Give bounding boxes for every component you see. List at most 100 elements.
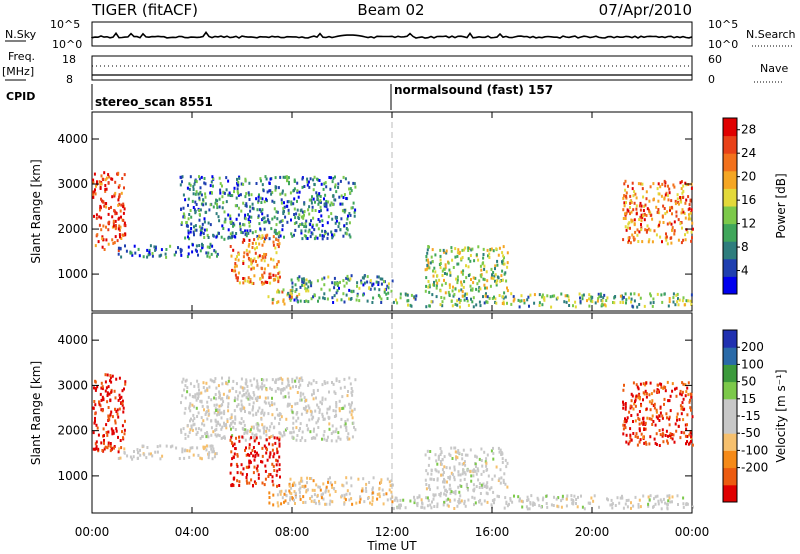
- echo-cell: [193, 182, 196, 186]
- echo-cell: [436, 486, 439, 490]
- echo-cell: [645, 392, 648, 396]
- echo-cell: [674, 202, 677, 206]
- echo-cell: [443, 492, 446, 496]
- echo-cell: [198, 212, 201, 216]
- echo-cell: [198, 244, 201, 247]
- echo-cell: [202, 381, 205, 385]
- echo-cell: [679, 198, 682, 202]
- echo-cell: [652, 297, 655, 301]
- echo-cell: [311, 417, 314, 421]
- echo-cell: [449, 454, 452, 457]
- echo-cell: [321, 415, 324, 418]
- echo-cell: [357, 477, 360, 481]
- echo-cell: [682, 502, 685, 506]
- echo-cell: [181, 394, 184, 398]
- echo-cell: [652, 301, 655, 304]
- echo-cell: [103, 248, 106, 251]
- echo-cell: [521, 505, 524, 509]
- echo-cell: [187, 203, 189, 207]
- echo-cell: [551, 294, 554, 298]
- echo-cell: [293, 498, 295, 502]
- echo-cell: [427, 264, 430, 268]
- echo-cell: [274, 274, 277, 278]
- echo-cell: [328, 502, 331, 506]
- echo-cell: [308, 185, 311, 189]
- echo-cell: [519, 497, 521, 501]
- echo-cell: [470, 278, 472, 281]
- echo-cell: [503, 272, 506, 276]
- nsky-trace: [91, 31, 693, 39]
- echo-cell: [495, 247, 498, 251]
- echo-cell: [141, 444, 144, 448]
- echo-cell: [205, 410, 208, 414]
- echo-cell: [453, 498, 456, 502]
- colorbar-swatch: [723, 416, 737, 434]
- echo-cell: [285, 385, 288, 389]
- echo-cell: [648, 210, 651, 214]
- echo-cell: [482, 247, 485, 251]
- echo-cell: [321, 224, 324, 227]
- echo-cell: [473, 487, 476, 491]
- echo-cell: [565, 497, 568, 501]
- echo-cell: [208, 246, 211, 249]
- echo-cell: [644, 228, 647, 232]
- echo-cell: [195, 244, 198, 248]
- echo-cell: [121, 403, 124, 407]
- echo-cell: [293, 298, 296, 302]
- echo-cell: [684, 216, 687, 220]
- echo-cell: [231, 231, 234, 235]
- echo-cell: [289, 191, 292, 195]
- echo-cell: [263, 281, 266, 285]
- colorbar-tick-label: 12: [741, 217, 756, 231]
- echo-cell: [229, 217, 232, 221]
- echo-cell: [642, 209, 645, 212]
- echo-cell: [227, 228, 230, 232]
- echo-cell: [231, 420, 234, 424]
- echo-cell: [653, 229, 656, 233]
- echo-cell: [255, 241, 257, 245]
- echo-cell: [424, 478, 427, 482]
- echo-cell: [470, 479, 473, 483]
- echo-cell: [221, 397, 224, 401]
- echo-cell: [94, 380, 97, 384]
- echo-cell: [679, 389, 682, 393]
- echo-cell: [205, 381, 208, 385]
- echo-cell: [123, 173, 126, 177]
- echo-cell: [191, 403, 194, 407]
- echo-cell: [248, 215, 251, 219]
- echo-cell: [236, 255, 238, 259]
- echo-cell: [456, 278, 459, 282]
- echo-region: [229, 435, 281, 488]
- echo-cell: [396, 506, 399, 510]
- echo-cell: [502, 254, 505, 258]
- echo-cell: [327, 215, 330, 219]
- echo-cell: [213, 411, 216, 415]
- echo-cell: [196, 446, 199, 450]
- echo-cell: [375, 280, 378, 284]
- echo-cell: [335, 291, 338, 295]
- echo-cell: [665, 235, 668, 239]
- echo-cell: [609, 503, 612, 507]
- echo-cell: [318, 179, 321, 182]
- echo-cell: [214, 407, 217, 411]
- echo-cell: [664, 184, 667, 188]
- echo-cell: [557, 496, 560, 500]
- echo-cell: [249, 280, 252, 284]
- echo-region: [392, 494, 694, 511]
- echo-cell: [333, 390, 336, 394]
- echo-cell: [638, 498, 641, 502]
- echo-cell: [439, 494, 442, 498]
- echo-cell: [106, 391, 109, 395]
- echo-cell: [280, 502, 283, 506]
- echo-cell: [590, 496, 593, 500]
- echo-cell: [209, 203, 212, 207]
- echo-cell: [298, 429, 301, 432]
- echo-cell: [180, 430, 183, 434]
- echo-cell: [194, 395, 197, 399]
- echo-cell: [663, 179, 666, 183]
- echo-cell: [668, 423, 671, 427]
- echo-cell: [255, 197, 258, 201]
- echo-cell: [563, 300, 566, 304]
- echo-cell: [378, 486, 381, 490]
- echo-cell: [686, 413, 689, 417]
